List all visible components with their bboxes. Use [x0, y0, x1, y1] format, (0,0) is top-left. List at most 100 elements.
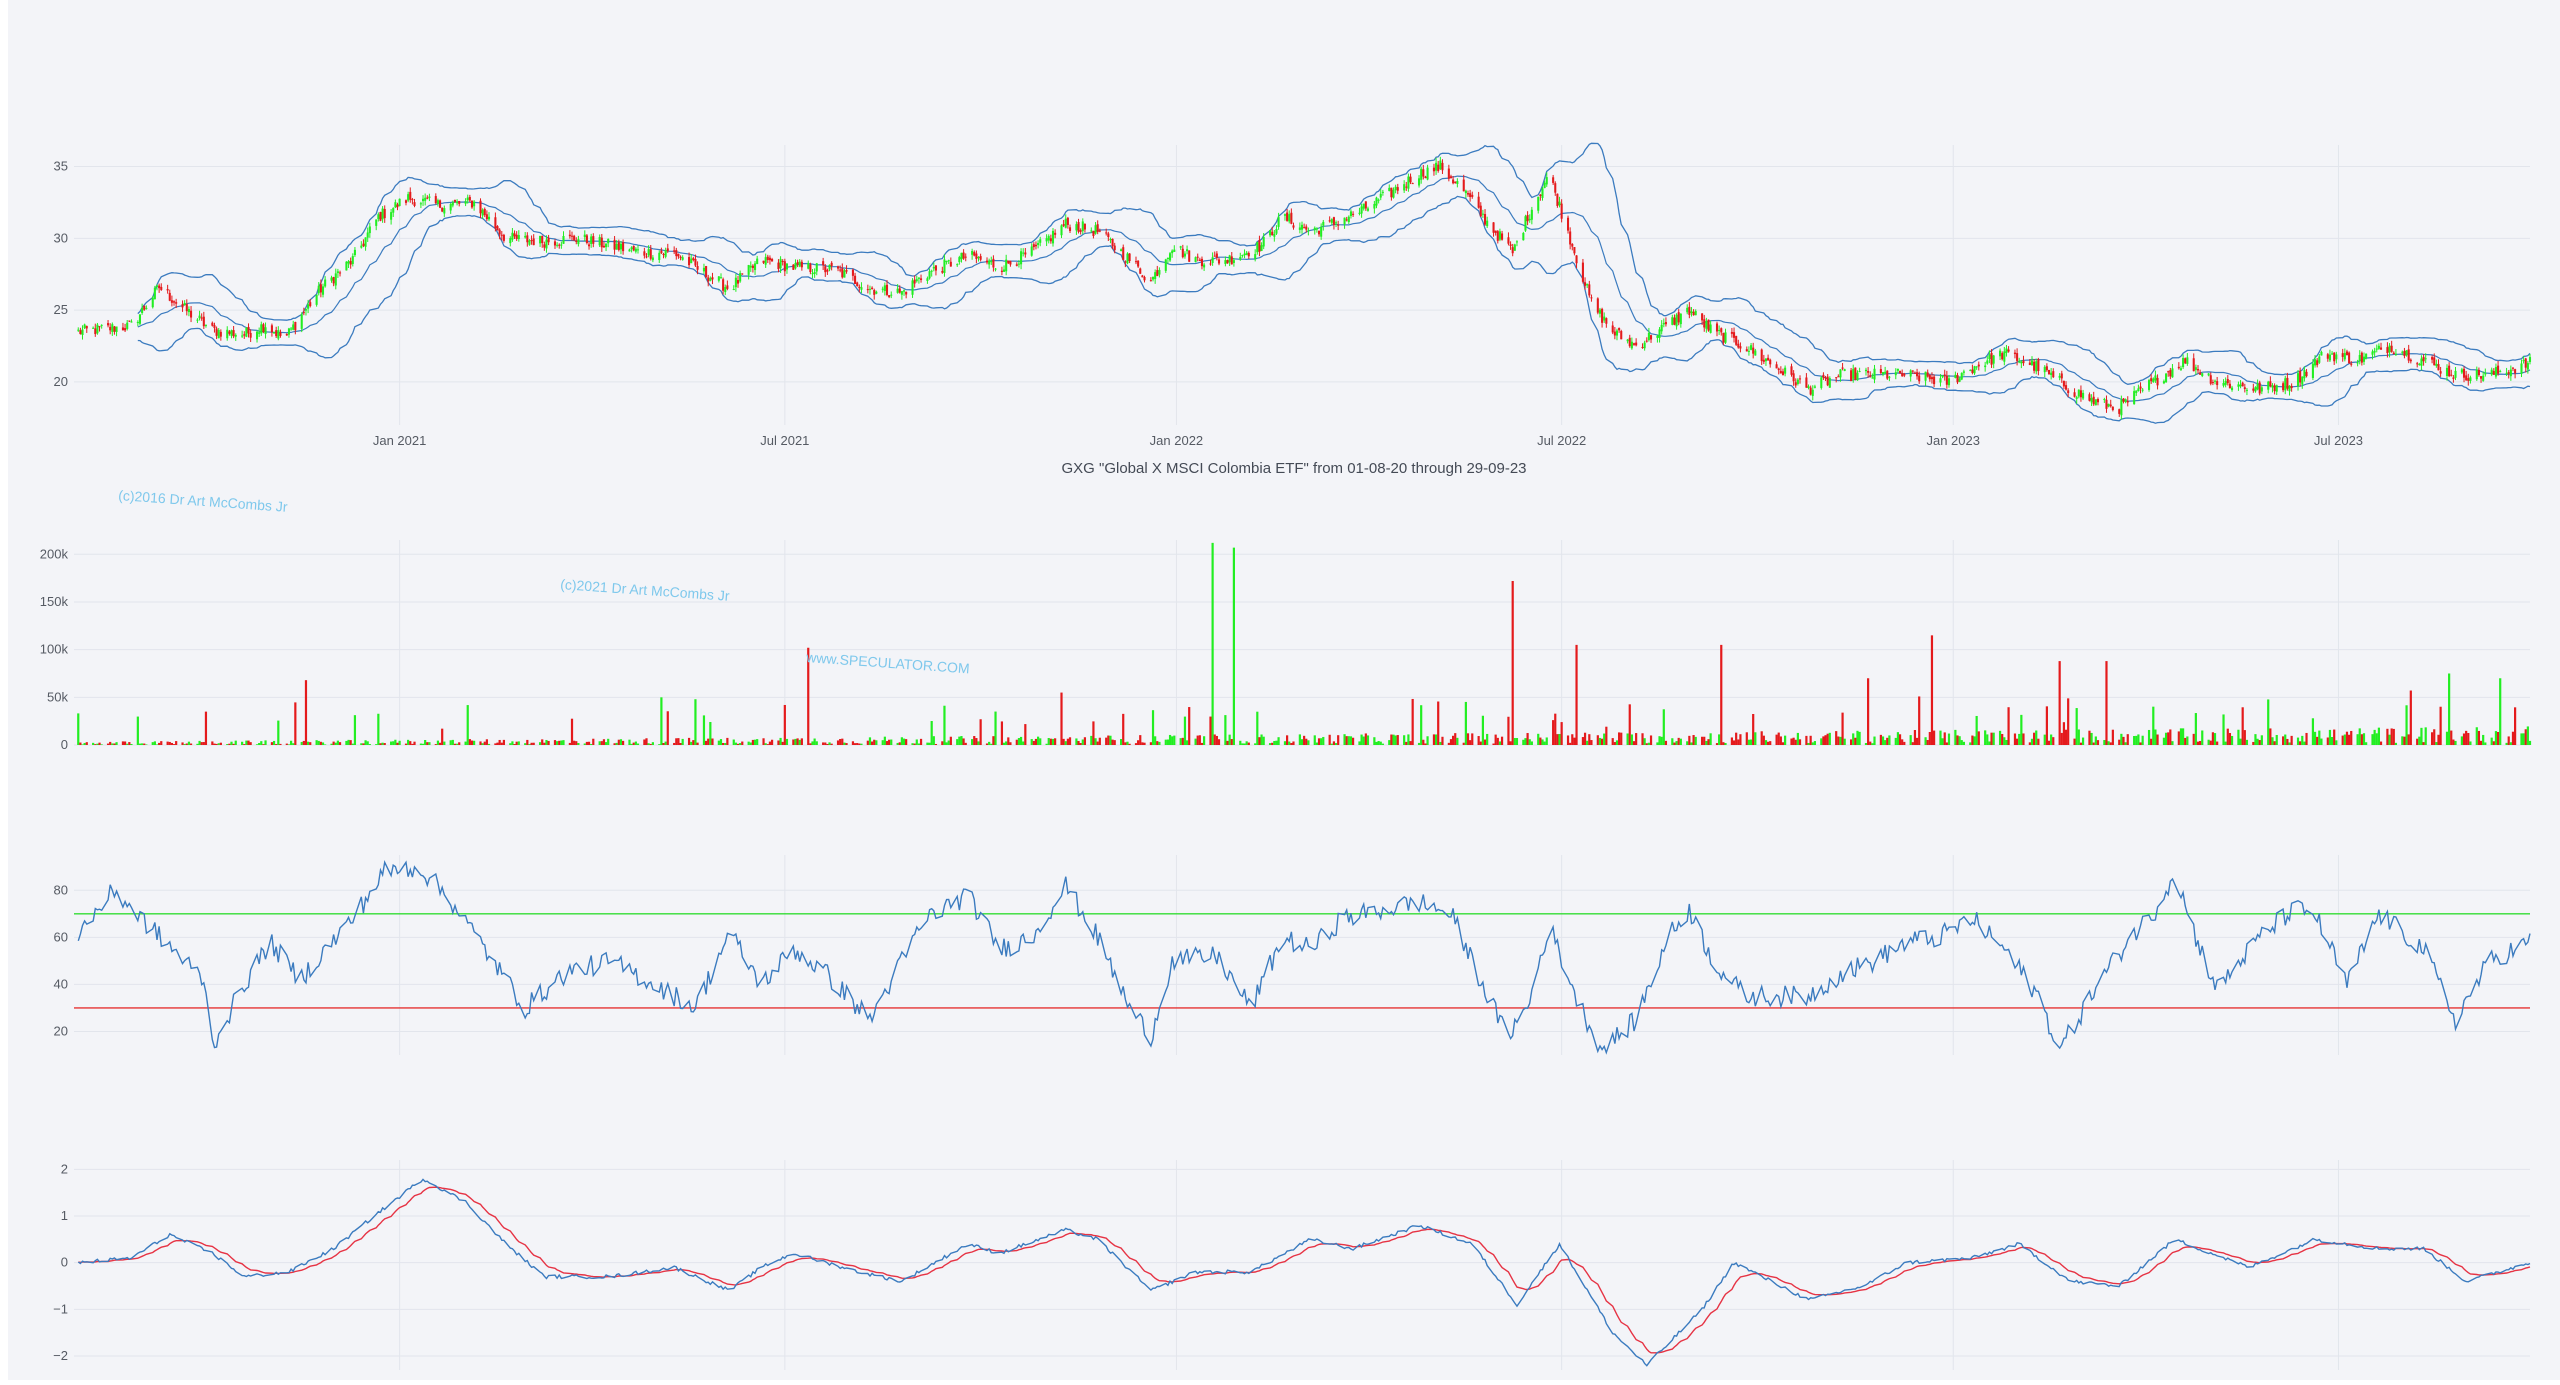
candle-body — [2333, 352, 2336, 362]
candle-body — [632, 245, 635, 251]
volume-bar — [2303, 741, 2306, 745]
candle-body — [1724, 332, 1727, 343]
volume-bar — [2347, 734, 2351, 745]
volume-bar — [272, 740, 276, 745]
x-tick-label: Jan 2023 — [1926, 433, 1980, 448]
volume-bar — [390, 741, 393, 745]
candle-body — [1769, 359, 1772, 365]
volume-bar — [1381, 743, 1384, 745]
volume-bar — [541, 739, 544, 745]
volume-bar — [473, 740, 476, 745]
volume-bar — [941, 741, 944, 745]
candle-body — [851, 269, 854, 276]
candle-body — [898, 288, 901, 293]
volume-bar — [309, 742, 312, 745]
volume-bar — [1660, 736, 1663, 745]
candle-body — [1573, 247, 1576, 254]
volume-bar — [1230, 739, 1233, 745]
volume-bar — [2448, 673, 2451, 745]
volume-bar — [2269, 728, 2272, 745]
volume-bar — [2043, 734, 2046, 745]
volume-bar — [1709, 733, 1712, 745]
volume-bar — [696, 742, 699, 745]
candle-body — [1134, 261, 1138, 263]
candle-body — [473, 201, 476, 207]
candle-body — [1079, 230, 1082, 232]
volume-bar — [1918, 696, 1921, 745]
candle-body — [1083, 223, 1086, 230]
volume-bar — [1766, 741, 1770, 745]
volume-bar — [1271, 742, 1274, 745]
volume-bar — [675, 738, 678, 745]
candle-body — [1017, 263, 1020, 265]
volume-bar — [573, 740, 576, 745]
candle-body — [1273, 233, 1276, 237]
candle-body — [245, 327, 248, 337]
volume-bar — [2003, 737, 2006, 745]
candle-body — [636, 249, 640, 251]
volume-bar — [2243, 730, 2246, 745]
volume-bar — [1545, 737, 1548, 745]
volume-bar — [1596, 735, 1599, 745]
candle-body — [1884, 371, 1887, 374]
candle-body — [2139, 386, 2142, 389]
candle-body — [98, 326, 101, 328]
candle-body — [598, 237, 601, 246]
candle-body — [107, 323, 110, 326]
volume-bar — [1462, 742, 1465, 745]
candle-body — [994, 268, 997, 270]
candle-body — [873, 289, 876, 295]
volume-bar — [1066, 738, 1069, 745]
volume-bar — [230, 741, 233, 745]
candle-body — [319, 284, 322, 293]
candle-body — [390, 212, 393, 220]
candle-body — [92, 327, 95, 329]
candle-body — [1881, 372, 1885, 375]
candle-body — [138, 314, 142, 324]
candle-body — [228, 331, 231, 334]
candle-body — [2490, 369, 2493, 375]
candle-body — [932, 266, 935, 269]
price-panel — [77, 142, 2532, 424]
candle-body — [1143, 276, 1146, 281]
macd-signal-line — [78, 1186, 2531, 1354]
candle-body — [479, 200, 482, 214]
volume-bar — [1209, 716, 1212, 745]
volume-bar — [1351, 737, 1355, 745]
volume-bar — [885, 741, 889, 745]
candle-body — [575, 240, 578, 242]
volume-bar — [1290, 743, 1293, 745]
volume-bar — [547, 740, 550, 745]
candle-body — [441, 207, 444, 212]
candle-body — [1850, 370, 1853, 382]
volume-bar — [679, 743, 682, 745]
candle-body — [694, 259, 697, 266]
candle-body — [798, 261, 801, 267]
volume-bar — [2005, 740, 2008, 745]
volume-bar — [2507, 736, 2510, 745]
candle-body — [2401, 351, 2404, 353]
candle-body — [1992, 355, 1995, 364]
candle-body — [881, 288, 884, 290]
volume-bar — [2407, 734, 2410, 745]
volume-bar — [1737, 739, 1740, 745]
candle-body — [175, 302, 178, 304]
volume-bar — [1824, 735, 1827, 745]
volume-bar — [2181, 728, 2185, 745]
volume-bar — [2388, 734, 2391, 745]
candle-body — [1807, 386, 1810, 388]
candle-body — [783, 261, 786, 272]
candle-body — [2199, 372, 2202, 375]
candle-body — [368, 226, 371, 234]
volume-bar — [2445, 731, 2449, 745]
candle-body — [1901, 373, 1904, 377]
candle-body — [1243, 253, 1246, 256]
volume-bar — [1692, 735, 1695, 745]
volume-bar — [2439, 706, 2442, 745]
candle-body — [77, 329, 80, 331]
candle-body — [1396, 187, 1399, 191]
candle-body — [1596, 298, 1599, 313]
candle-body — [815, 263, 818, 272]
volume-bar — [917, 743, 921, 745]
volume-bar — [2528, 740, 2532, 745]
